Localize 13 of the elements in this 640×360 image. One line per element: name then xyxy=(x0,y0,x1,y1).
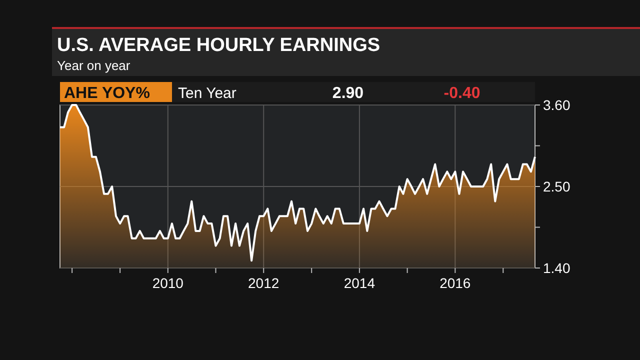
y-tick-label: 3.60 xyxy=(543,97,570,113)
chart-title: U.S. AVERAGE HOURLY EARNINGS xyxy=(57,35,380,56)
x-tick-label: 2014 xyxy=(344,275,376,291)
y-tick-label: 2.50 xyxy=(543,178,570,194)
x-tick-label: 2012 xyxy=(248,275,280,291)
chart-subtitle: Year on year xyxy=(57,58,131,73)
x-tick-label: 2010 xyxy=(152,275,184,291)
text: 2.90 xyxy=(332,85,364,102)
text: -0.40 xyxy=(444,85,480,102)
series-label: AHE YOY% xyxy=(64,85,150,102)
text: Ten Year xyxy=(178,85,236,102)
x-tick-label: 2016 xyxy=(440,275,471,291)
y-tick-label: 1.40 xyxy=(543,260,570,276)
